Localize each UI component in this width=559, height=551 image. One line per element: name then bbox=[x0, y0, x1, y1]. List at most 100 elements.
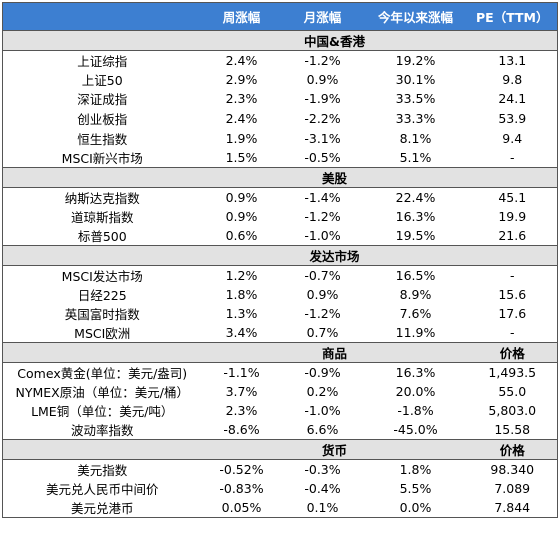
cell-monthly: -0.7% bbox=[304, 268, 341, 283]
header-pe-ttm: PE（TTM） bbox=[467, 2, 558, 31]
cell-monthly: -1.4% bbox=[304, 190, 341, 205]
section-price-label bbox=[467, 30, 558, 51]
cell-weekly: 2.3% bbox=[225, 403, 258, 418]
section-header-row: 中国&香港 bbox=[2, 30, 558, 51]
cell-monthly: 6.6% bbox=[306, 422, 339, 437]
cell-weekly: 2.3% bbox=[225, 91, 258, 106]
cell-weekly: 0.6% bbox=[225, 228, 258, 243]
cell-name: 上证50 bbox=[81, 73, 123, 88]
cell-monthly: -0.3% bbox=[304, 462, 341, 477]
table-row: 英国富时指数 1.3% -1.2% 7.6% 17.6 bbox=[3, 304, 558, 323]
cell-value: 15.6 bbox=[498, 287, 527, 302]
cell-ytd: -1.8% bbox=[397, 403, 434, 418]
cell-monthly: -1.2% bbox=[304, 306, 341, 321]
table-row: 深证成指 2.3% -1.9% 33.5% 24.1 bbox=[3, 89, 558, 108]
cell-value: 55.0 bbox=[498, 384, 527, 399]
cell-monthly: 0.2% bbox=[306, 384, 339, 399]
cell-value: - bbox=[509, 150, 515, 165]
cell-name: MSCI发达市场 bbox=[61, 269, 143, 284]
cell-weekly: 1.3% bbox=[225, 306, 258, 321]
table-row: Comex黄金(单位：美元/盎司) -1.1% -0.9% 16.3% 1,493.5 bbox=[3, 363, 558, 383]
cell-monthly: -1.0% bbox=[304, 403, 341, 418]
section-header-row: 货币 价格 bbox=[2, 439, 558, 460]
table-row: 波动率指数 -8.6% 6.6% -45.0% 15.58 bbox=[3, 420, 558, 440]
cell-value: 21.6 bbox=[498, 228, 527, 243]
cell-weekly: 0.9% bbox=[225, 190, 258, 205]
cell-value: 5,803.0 bbox=[488, 403, 537, 418]
cell-weekly: 1.8% bbox=[225, 287, 258, 302]
header-monthly-change: 月涨幅 bbox=[281, 2, 364, 31]
cell-ytd: 20.0% bbox=[395, 384, 436, 399]
section-title: 发达市场 bbox=[201, 245, 468, 266]
cell-ytd: 16.3% bbox=[395, 209, 436, 224]
cell-ytd: 5.1% bbox=[399, 150, 432, 165]
section-price-label bbox=[467, 245, 558, 266]
cell-ytd: 30.1% bbox=[395, 72, 436, 87]
cell-ytd: 19.5% bbox=[395, 228, 436, 243]
table-row: 恒生指数 1.9% -3.1% 8.1% 9.4 bbox=[3, 129, 558, 148]
cell-ytd: 22.4% bbox=[395, 190, 436, 205]
cell-value: 7.844 bbox=[494, 500, 531, 515]
cell-monthly: -0.4% bbox=[304, 481, 341, 496]
cell-ytd: 8.9% bbox=[399, 287, 432, 302]
cell-value: 53.9 bbox=[498, 111, 527, 126]
table-row: MSCI发达市场 1.2% -0.7% 16.5% - bbox=[3, 266, 558, 286]
cell-name: 美元兑人民币中间价 bbox=[45, 482, 159, 497]
section-header-row: 商品 价格 bbox=[2, 342, 558, 363]
cell-monthly: -2.2% bbox=[304, 111, 341, 126]
cell-value: 17.6 bbox=[498, 306, 527, 321]
table-row: 上证综指 2.4% -1.2% 19.2% 13.1 bbox=[3, 51, 558, 71]
cell-name: 美元兑港币 bbox=[70, 501, 134, 516]
table-row: 美元兑人民币中间价 -0.83% -0.4% 5.5% 7.089 bbox=[3, 479, 558, 498]
table-row: MSCI新兴市场 1.5% -0.5% 5.1% - bbox=[3, 148, 558, 168]
cell-monthly: -1.2% bbox=[304, 209, 341, 224]
cell-ytd: 16.5% bbox=[395, 268, 436, 283]
cell-value: 9.4 bbox=[502, 131, 523, 146]
table-row: 纳斯达克指数 0.9% -1.4% 22.4% 45.1 bbox=[3, 188, 558, 208]
cell-monthly: -0.9% bbox=[304, 365, 341, 380]
cell-ytd: 5.5% bbox=[399, 481, 432, 496]
cell-weekly: 1.5% bbox=[225, 150, 258, 165]
table-row: LME铜（单位：美元/吨） 2.3% -1.0% -1.8% 5,803.0 bbox=[3, 401, 558, 420]
cell-weekly: 2.4% bbox=[225, 53, 258, 68]
cell-value: - bbox=[509, 325, 515, 340]
cell-name: NYMEX原油（单位：美元/桶） bbox=[15, 385, 189, 400]
cell-weekly: -0.83% bbox=[219, 481, 264, 496]
cell-name: 上证综指 bbox=[77, 54, 128, 69]
table-row: 标普500 0.6% -1.0% 19.5% 21.6 bbox=[3, 226, 558, 246]
cell-name: 深证成指 bbox=[77, 92, 128, 107]
cell-value: 24.1 bbox=[498, 91, 527, 106]
cell-ytd: 8.1% bbox=[399, 131, 432, 146]
section-price-label: 价格 bbox=[467, 439, 558, 460]
table-row: MSCI欧洲 3.4% 0.7% 11.9% - bbox=[3, 323, 558, 343]
table-row: 美元指数 -0.52% -0.3% 1.8% 98.340 bbox=[3, 460, 558, 480]
cell-value: 1,493.5 bbox=[488, 365, 537, 380]
cell-monthly: -1.2% bbox=[304, 53, 341, 68]
table-row: 上证50 2.9% 0.9% 30.1% 9.8 bbox=[3, 70, 558, 89]
cell-name: 日经225 bbox=[77, 288, 127, 303]
cell-monthly: -1.0% bbox=[304, 228, 341, 243]
cell-weekly: 1.2% bbox=[225, 268, 258, 283]
section-blank bbox=[2, 245, 202, 266]
cell-weekly: 1.9% bbox=[225, 131, 258, 146]
section-header-row: 美股 bbox=[2, 167, 558, 188]
cell-ytd: 33.3% bbox=[395, 111, 436, 126]
cell-value: 13.1 bbox=[498, 53, 527, 68]
cell-weekly: 3.4% bbox=[225, 325, 258, 340]
cell-weekly: 3.7% bbox=[225, 384, 258, 399]
cell-monthly: -1.9% bbox=[304, 91, 341, 106]
cell-ytd: 1.8% bbox=[399, 462, 432, 477]
section-blank bbox=[2, 30, 202, 51]
cell-name: 纳斯达克指数 bbox=[64, 191, 140, 206]
table-row: NYMEX原油（单位：美元/桶） 3.7% 0.2% 20.0% 55.0 bbox=[3, 382, 558, 401]
cell-ytd: 0.0% bbox=[399, 500, 432, 515]
cell-monthly: -0.5% bbox=[304, 150, 341, 165]
cell-name: 标普500 bbox=[77, 229, 127, 244]
section-title: 中国&香港 bbox=[201, 30, 468, 51]
cell-name: Comex黄金(单位：美元/盎司) bbox=[17, 366, 188, 381]
cell-weekly: 2.4% bbox=[225, 111, 258, 126]
header-blank bbox=[2, 2, 202, 31]
section-blank bbox=[2, 439, 202, 460]
cell-ytd: 16.3% bbox=[395, 365, 436, 380]
header-weekly-change: 周涨幅 bbox=[201, 2, 282, 31]
